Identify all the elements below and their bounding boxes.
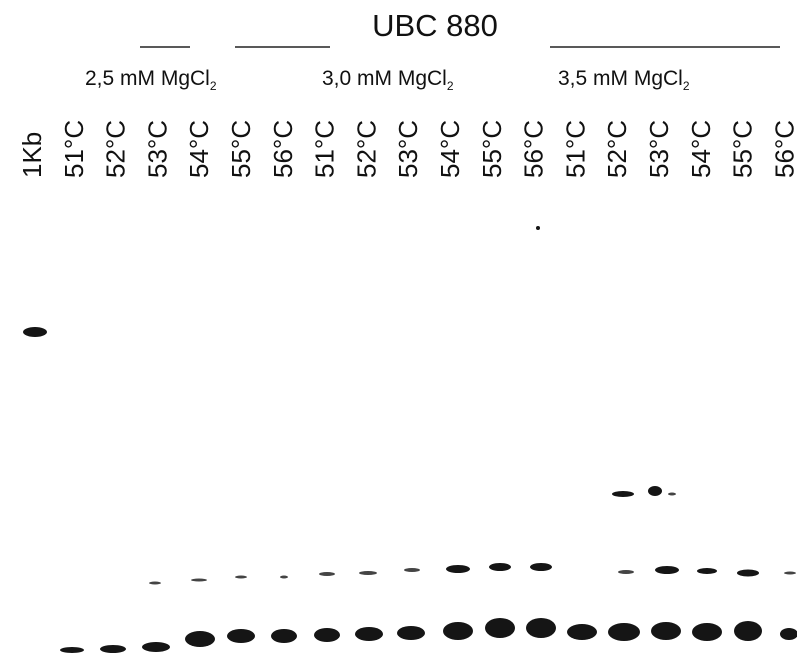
lane-label: 1Kb (17, 132, 47, 178)
group-label-subscript: 2 (683, 79, 690, 93)
band (142, 642, 170, 652)
band (100, 645, 126, 653)
band (618, 570, 634, 574)
group-label-subscript: 2 (210, 79, 217, 93)
band (443, 622, 473, 640)
band (314, 628, 340, 642)
group-label-text: 3,5 mM MgCl (558, 67, 683, 90)
band (235, 576, 247, 579)
group-label-subscript: 2 (447, 79, 454, 93)
band (526, 618, 556, 638)
lane-label: 51°C (560, 120, 590, 178)
band (697, 568, 717, 574)
band (227, 629, 255, 643)
lane-label: 51°C (59, 120, 89, 178)
band (651, 622, 681, 640)
lane-label: 52°C (101, 120, 131, 178)
gel-figure: UBC 880 2,5 mM MgCl23,0 mM MgCl23,5 mM M… (0, 0, 797, 655)
band (489, 563, 511, 571)
band (60, 647, 84, 653)
band (149, 582, 161, 585)
lane-label: 56°C (268, 120, 298, 178)
lane-label: 53°C (393, 120, 423, 178)
band (648, 486, 662, 496)
group-label: 2,5 mM MgCl2 (85, 67, 217, 93)
band (185, 631, 215, 647)
lane-label: 55°C (226, 120, 256, 178)
band (397, 626, 425, 640)
group-label: 3,5 mM MgCl2 (558, 67, 690, 93)
band (668, 493, 676, 496)
lane-label: 55°C (477, 120, 507, 178)
group-label: 3,0 mM MgCl2 (322, 67, 454, 93)
figure-title: UBC 880 (372, 8, 498, 43)
band (608, 623, 640, 641)
band (734, 621, 762, 641)
group-label-text: 2,5 mM MgCl (85, 67, 210, 90)
lane-label: 52°C (602, 120, 632, 178)
band (280, 576, 288, 579)
band (191, 579, 207, 582)
lane-label: 55°C (728, 120, 758, 178)
band (319, 572, 335, 576)
band (530, 563, 552, 571)
lane-label: 56°C (769, 120, 797, 178)
lane-label: 54°C (686, 120, 716, 178)
band (737, 570, 759, 577)
lane-label: 51°C (310, 120, 340, 178)
lane-label: 54°C (435, 120, 465, 178)
band (23, 327, 47, 337)
lane-label: 53°C (644, 120, 674, 178)
band (567, 624, 597, 640)
band (271, 629, 297, 643)
band (536, 226, 540, 230)
band (404, 568, 420, 572)
lane-label: 56°C (519, 120, 549, 178)
band (359, 571, 377, 575)
lane-label: 52°C (351, 120, 381, 178)
lane-label: 53°C (142, 120, 172, 178)
band (784, 572, 796, 575)
band (485, 618, 515, 638)
band (692, 623, 722, 641)
group-label-text: 3,0 mM MgCl (322, 67, 447, 90)
band (446, 565, 470, 573)
band (780, 628, 797, 640)
gel-bands (23, 226, 797, 653)
band (355, 627, 383, 641)
lane-label: 54°C (184, 120, 214, 178)
band (612, 491, 634, 497)
band (655, 566, 679, 574)
